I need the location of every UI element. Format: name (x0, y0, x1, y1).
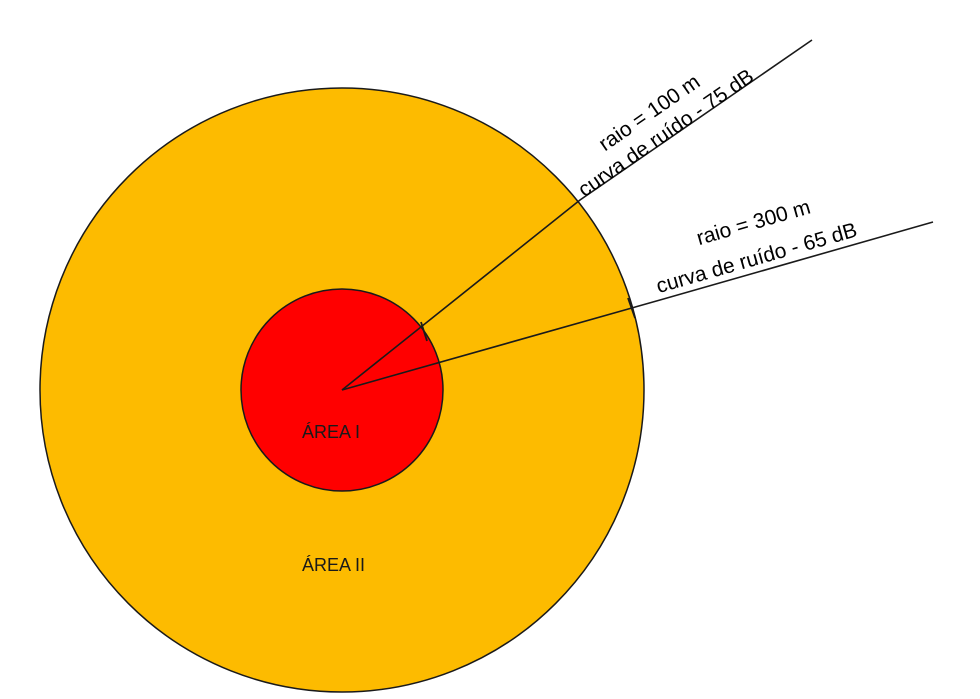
outer-radius-tick-mark (627, 297, 636, 319)
inner-zone-label: ÁREA I (302, 422, 360, 442)
inner-radius-tick-mark (420, 321, 428, 342)
outer-zone-label: ÁREA II (302, 555, 365, 575)
outer-radius-leader-line (341, 221, 934, 391)
inner-radius-leader-line (341, 39, 813, 391)
